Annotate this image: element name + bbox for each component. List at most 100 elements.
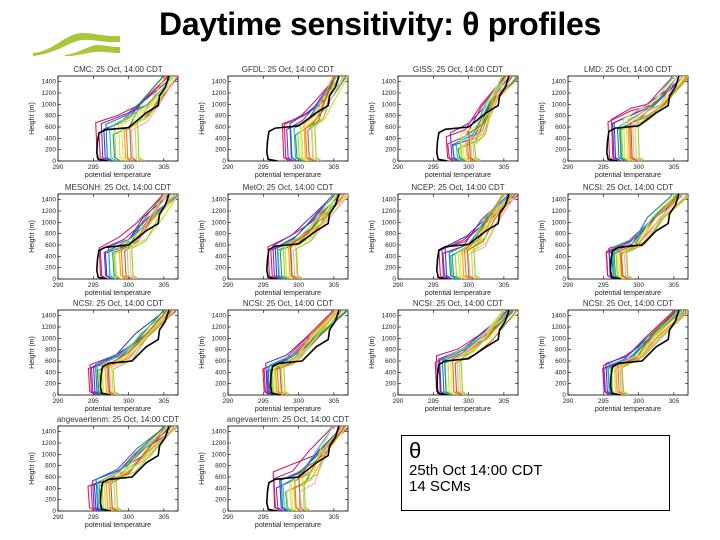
y-tick-label: 400 xyxy=(45,253,56,260)
profile-panel: NCSI: 25 Oct, 14:00 CDT 0 200 400 600 800 1000… xyxy=(190,296,365,414)
x-tick-label: 290 xyxy=(393,398,404,405)
page-title: Daytime sensitivity: θ profiles xyxy=(159,6,601,42)
model-profile-line xyxy=(456,310,505,395)
y-tick-label: 0 xyxy=(222,508,226,515)
profile-panel: angevaertenm: 25 Oct, 14:00 CDT 0 200 400 60… xyxy=(20,412,195,530)
y-tick-label: 200 xyxy=(215,497,226,504)
plot-frame xyxy=(57,425,179,512)
model-profile-line xyxy=(449,311,518,395)
y-tick-label: 400 xyxy=(385,253,396,260)
y-tick-label: 800 xyxy=(555,347,566,354)
model-profile-line xyxy=(121,76,178,161)
y-tick-label: 800 xyxy=(45,231,56,238)
y-tick-label: 800 xyxy=(555,113,566,120)
y-tick-label: 1400 xyxy=(42,79,57,86)
y-tick-label: 1200 xyxy=(42,440,57,447)
y-axis-label: Height (m) xyxy=(199,336,206,369)
legend-model-count: 14 SCMs xyxy=(409,478,471,495)
y-tick-label: 0 xyxy=(52,392,56,399)
x-tick-label: 295 xyxy=(598,282,609,289)
y-tick-label: 1200 xyxy=(212,90,227,97)
x-tick-label: 290 xyxy=(223,164,234,171)
model-profile-line xyxy=(114,195,178,279)
y-tick-label: 1400 xyxy=(212,313,227,320)
x-tick-label: 305 xyxy=(498,398,509,405)
y-tick-label: 1000 xyxy=(382,101,397,108)
model-profile-line xyxy=(134,76,173,161)
x-tick-label: 300 xyxy=(633,164,644,171)
x-tick-label: 295 xyxy=(88,282,99,289)
observed-profile-line xyxy=(265,426,340,511)
observed-profile-line xyxy=(435,310,510,395)
profile-panel: GFDL: 25 Oct, 14:00 CDT 0 200 400 600 800 1000… xyxy=(190,62,365,180)
y-tick-label: 1400 xyxy=(212,429,227,436)
y-tick-label: 1000 xyxy=(212,451,227,458)
panel-title: NCSI: 25 Oct, 14:00 CDT xyxy=(413,299,503,308)
x-tick-label: 295 xyxy=(428,398,439,405)
model-profile-line xyxy=(123,76,167,161)
panel-title: LMD: 25 Oct, 14:00 CDT xyxy=(584,65,672,74)
y-tick-label: 600 xyxy=(45,242,56,249)
x-tick-label: 300 xyxy=(633,282,644,289)
x-tick-label: 305 xyxy=(158,398,169,405)
model-profile-line xyxy=(637,76,687,161)
x-axis-label: potential temperature xyxy=(595,172,661,179)
panel-title: NCEP: 25 Oct, 14:00 CDT xyxy=(411,183,504,192)
y-tick-label: 200 xyxy=(385,147,396,154)
x-tick-label: 295 xyxy=(258,398,269,405)
x-tick-label: 300 xyxy=(463,164,474,171)
plot-frame xyxy=(57,75,179,162)
model-profile-line xyxy=(632,76,679,161)
profile-panel: GISS: 25 Oct, 14:00 CDT 0 200 400 600 800 1000… xyxy=(360,62,535,180)
observed-profile-line xyxy=(95,76,170,161)
y-axis-label: Height (m) xyxy=(369,220,376,253)
y-tick-label: 200 xyxy=(215,265,226,272)
x-axis-label: potential temperature xyxy=(85,406,151,413)
observed-profile-line xyxy=(435,76,510,161)
profile-chart: NCSI: 25 Oct, 14:00 CDT 0 200 400 600 800 1000… xyxy=(369,299,519,413)
panel-title: CMC: 25 Oct, 14:00 CDT xyxy=(73,65,162,74)
model-profile-line xyxy=(276,194,336,279)
legend-datetime: 25th Oct 14:00 CDT xyxy=(409,462,543,479)
x-axis-label: potential temperature xyxy=(595,406,661,413)
y-tick-label: 400 xyxy=(215,369,226,376)
y-tick-label: 800 xyxy=(215,113,226,120)
model-profile-line xyxy=(472,76,508,161)
x-tick-label: 300 xyxy=(293,282,304,289)
y-tick-label: 1400 xyxy=(212,197,227,204)
y-tick-label: 200 xyxy=(385,265,396,272)
model-profile-line xyxy=(473,194,505,279)
y-tick-label: 1200 xyxy=(552,90,567,97)
y-tick-label: 600 xyxy=(215,358,226,365)
model-profile-line xyxy=(265,310,334,395)
profile-chart: NCSI: 25 Oct, 14:00 CDT 0 200 400 600 800 1000… xyxy=(539,183,689,297)
y-tick-label: 1000 xyxy=(212,335,227,342)
x-tick-label: 295 xyxy=(428,282,439,289)
model-profile-line xyxy=(295,194,339,279)
x-tick-label: 295 xyxy=(598,398,609,405)
y-tick-label: 800 xyxy=(215,463,226,470)
y-tick-label: 1400 xyxy=(382,313,397,320)
x-tick-label: 290 xyxy=(53,398,64,405)
legend-box: θ 25th Oct 14:00 CDT 14 SCMs xyxy=(401,435,670,511)
y-tick-label: 200 xyxy=(45,497,56,504)
model-profile-line xyxy=(273,426,334,511)
model-profile-line xyxy=(460,310,506,395)
x-tick-label: 290 xyxy=(393,164,404,171)
y-tick-label: 1200 xyxy=(42,90,57,97)
x-tick-label: 290 xyxy=(53,164,64,171)
model-profile-line xyxy=(131,194,173,279)
x-axis-label: potential temperature xyxy=(425,172,491,179)
y-tick-label: 400 xyxy=(385,369,396,376)
x-axis-label: potential temperature xyxy=(85,290,151,297)
y-tick-label: 1200 xyxy=(42,208,57,215)
x-tick-label: 295 xyxy=(428,164,439,171)
model-profile-line xyxy=(98,194,164,279)
x-axis-label: potential temperature xyxy=(425,290,491,297)
profile-chart: LMD: 25 Oct, 14:00 CDT 0 200 400 600 800 1000 1… xyxy=(539,65,689,179)
profile-chart: angevaertenm: 25 Oct, 14:00 CDT 0 200 400 60… xyxy=(29,415,179,529)
plot-frame xyxy=(397,75,519,162)
y-tick-label: 600 xyxy=(555,242,566,249)
model-profile-line xyxy=(299,426,344,511)
x-tick-label: 305 xyxy=(328,514,339,521)
